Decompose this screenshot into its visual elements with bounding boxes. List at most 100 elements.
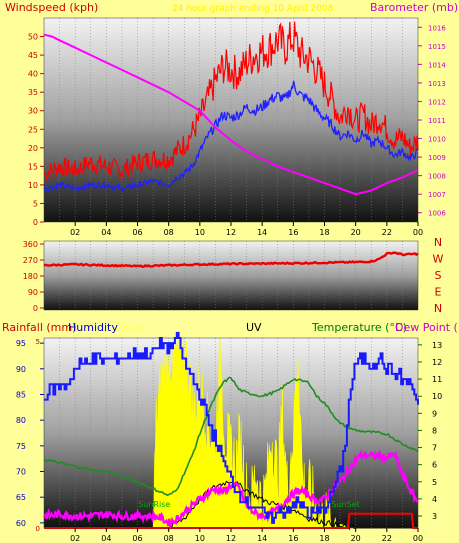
y2-tick-label: 1009 <box>428 154 446 162</box>
x-tick-label: 04 <box>101 228 111 237</box>
annotation-sunset: SunSet <box>331 500 359 509</box>
y-tick-label: 40 <box>28 70 38 79</box>
dewpoint-label: Dew Point (°C <box>395 321 459 334</box>
x-tick-label: 08 <box>164 228 174 237</box>
y-tick-label: 10 <box>28 181 38 190</box>
annotation-sunrise: SunRise <box>138 500 170 509</box>
winddir-plot-frame <box>43 240 419 311</box>
y2-tick-label: 1015 <box>428 43 446 51</box>
x-tick-label: 10 <box>195 534 205 543</box>
barometer-line <box>43 33 419 196</box>
x-tick-label: 00 <box>413 228 423 237</box>
y2-tick-label: 1012 <box>428 98 446 106</box>
temperature-line <box>43 376 419 497</box>
temp-tick-label: 4 <box>432 495 437 504</box>
temperature-label: Temperature (°C) <box>311 321 407 334</box>
temp-tick-label: 12 <box>432 358 442 367</box>
y-tick-label: 360 <box>23 240 38 249</box>
y2-tick-label: 1016 <box>428 24 446 32</box>
y2-tick-label: 1011 <box>428 117 446 125</box>
compass-label: N <box>434 302 442 315</box>
solar-label: Solar <box>118 321 147 334</box>
rainfall-label: Rainfall (mm) <box>2 321 76 334</box>
y-tick-label: 20 <box>28 144 38 153</box>
y-tick-label: 45 <box>28 51 38 60</box>
y2-tick-label: 1006 <box>428 210 446 218</box>
wind-line <box>43 80 419 193</box>
wind-y-label: Windspeed (kph) <box>5 1 98 14</box>
y2-tick-label: 1013 <box>428 80 446 88</box>
uv-label: UV <box>246 321 262 334</box>
temp-tick-label: 10 <box>432 392 442 401</box>
temp-tick-label: 8 <box>432 426 437 435</box>
x-tick-label: 04 <box>101 534 111 543</box>
compass-label: N <box>434 236 442 249</box>
rain-tick-label: 0 <box>36 525 40 533</box>
humidity-tick-label: 70 <box>16 468 26 477</box>
temp-tick-label: 6 <box>432 461 437 470</box>
x-tick-label: 00 <box>413 534 423 543</box>
y2-tick-label: 1008 <box>428 173 446 181</box>
humidity-tick-label: 85 <box>16 390 26 399</box>
chart-title: 24 hour graph ending 10 April 2008 <box>172 4 334 14</box>
y-tick-label: 15 <box>28 162 38 171</box>
x-tick-label: 18 <box>319 534 329 543</box>
y-tick-label: 90 <box>28 288 38 297</box>
temp-tick-label: 9 <box>432 409 437 418</box>
x-tick-label: 12 <box>226 534 236 543</box>
x-tick-label: 06 <box>132 534 142 543</box>
humidity-tick-label: 75 <box>16 442 26 451</box>
x-tick-label: 20 <box>351 228 361 237</box>
y-tick-label: 30 <box>28 107 38 116</box>
y2-tick-label: 1014 <box>428 61 446 69</box>
dewpoint-line <box>43 448 419 531</box>
humidity-tick-label: 60 <box>16 519 26 528</box>
x-tick-label: 08 <box>164 534 174 543</box>
x-tick-label: 22 <box>382 534 392 543</box>
humidity-tick-label: 80 <box>16 416 26 425</box>
x-tick-label: 02 <box>70 228 80 237</box>
winddir-panel-background <box>44 241 418 310</box>
winddir-line <box>43 251 419 269</box>
gust-line <box>43 21 419 181</box>
wind-barometer-chart: 0510152025303540455010061007100810091010… <box>28 17 446 237</box>
y2-tick-label: 1007 <box>428 191 446 199</box>
x-tick-label: 06 <box>132 228 142 237</box>
humidity-tick-label: 90 <box>16 365 26 374</box>
x-tick-label: 02 <box>70 534 80 543</box>
temp-tick-label: 7 <box>432 444 437 453</box>
x-tick-label: 22 <box>382 228 392 237</box>
x-tick-label: 16 <box>288 228 298 237</box>
x-tick-label: 20 <box>351 534 361 543</box>
barometer-y-label: Barometer (mb) <box>370 1 458 14</box>
y-tick-label: 50 <box>28 33 38 42</box>
y-tick-label: 0 <box>33 304 38 313</box>
y-tick-label: 270 <box>23 256 38 265</box>
compass-label: S <box>435 269 442 282</box>
temp-tick-label: 5 <box>432 478 437 487</box>
x-tick-label: 18 <box>319 228 329 237</box>
x-tick-label: 12 <box>226 228 236 237</box>
y2-tick-label: 1010 <box>428 136 446 144</box>
y-tick-label: 180 <box>23 272 38 281</box>
y-tick-label: 25 <box>28 125 38 134</box>
humidity-label: Humidity <box>68 321 118 334</box>
x-tick-label: 14 <box>257 228 267 237</box>
compass-label: E <box>435 286 442 299</box>
x-tick-label: 10 <box>195 228 205 237</box>
rain-tick-label: 5 <box>36 338 40 346</box>
temp-tick-label: 11 <box>432 375 442 384</box>
humidity-tick-label: 65 <box>16 493 26 502</box>
temperature-humidity-chart: SunRise SunSet 60 65 70 75 80 85 90 95 0 5 3 4 5 6 7 8 9 10… <box>16 331 442 543</box>
humidity-tick-label: 95 <box>16 339 26 348</box>
temp-tick-label: 3 <box>432 512 437 521</box>
temp-tick-label: 13 <box>432 341 442 350</box>
y-tick-label: 35 <box>28 88 38 97</box>
y-tick-label: 0 <box>33 218 38 227</box>
y-tick-label: 5 <box>33 199 38 208</box>
x-tick-label: 14 <box>257 534 267 543</box>
x-tick-label: 16 <box>288 534 298 543</box>
